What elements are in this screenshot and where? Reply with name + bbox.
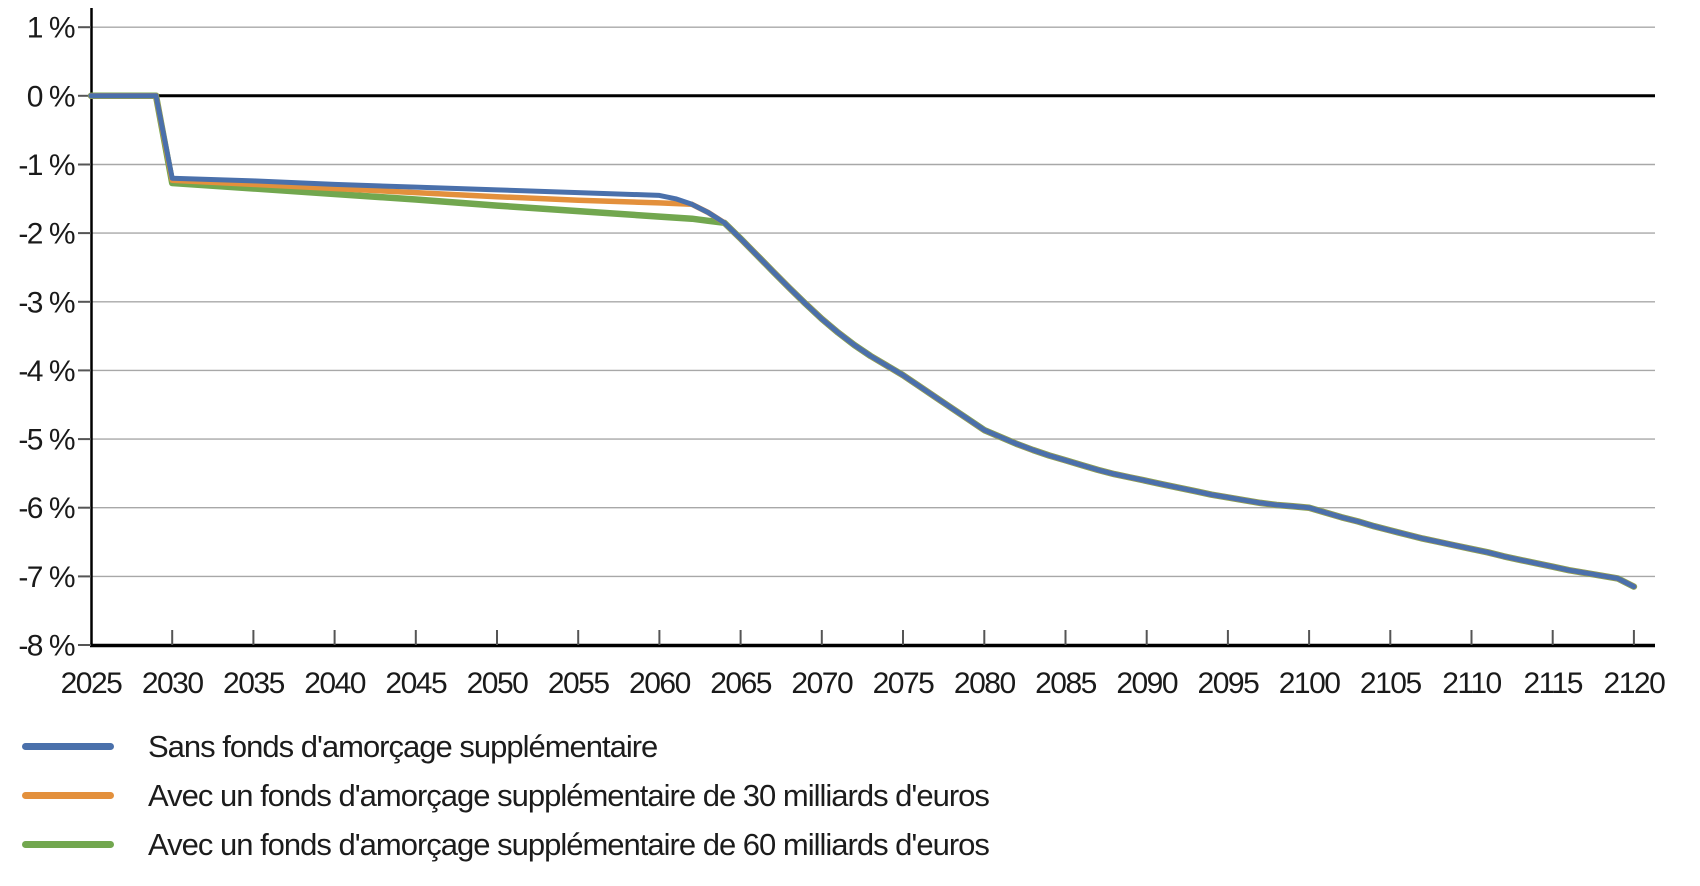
y-tick-label: -8 % [18,630,75,663]
y-tick-label: -6 % [18,492,75,525]
x-tick-label: 2035 [223,667,285,700]
x-tick-label: 2025 [61,667,123,700]
legend-swatch-fonds-60-milliards [22,841,114,848]
y-tick-label: 0 % [27,80,75,113]
legend-label: Sans fonds d'amorçage supplémentaire [148,728,658,764]
y-tick-label: -5 % [18,424,75,457]
legend-swatch-fonds-30-milliards [22,792,114,799]
y-tick-label: -2 % [18,218,75,251]
legend-item-fonds-60-milliards: Avec un fonds d'amorçage supplémentaire … [22,820,990,869]
x-tick-label: 2110 [1442,667,1501,700]
y-tick-label: -3 % [18,286,75,319]
y-tick-label: -7 % [18,561,75,594]
x-tick-label: 2045 [385,667,447,700]
legend-item-sans-fonds: Sans fonds d'amorçage supplémentaire [22,722,989,771]
series-line-sans-fonds [88,93,1637,590]
legend-label: Avec un fonds d'amorçage supplémentaire … [148,777,990,813]
x-tick-label: 2095 [1198,667,1260,700]
x-tick-label: 2085 [1035,667,1097,700]
series-line-fonds-30-milliards [88,93,1637,590]
x-tick-label: 2040 [304,667,366,700]
x-tick-label: 2030 [142,667,204,700]
x-tick-label: 2115 [1523,667,1582,700]
x-tick-label: 2075 [873,667,935,700]
x-tick-label: 2100 [1279,667,1341,700]
x-tick-label: 2065 [710,667,772,700]
x-tick-label: 2120 [1604,667,1666,700]
y-tick-label: -4 % [18,355,75,388]
x-tick-label: 2055 [548,667,610,700]
y-tick-label: -1 % [18,149,75,182]
series-line-fonds-60-milliards [87,92,1638,590]
line-chart-svg: 1 % 0 % -1 % -2 % -3 % -4 % -5 % -6 % -7 % -8 % 20… [18,8,1667,700]
legend-swatch-sans-fonds [22,743,114,750]
legend: Sans fonds d'amorçage supplémentaire Ave… [22,722,990,869]
legend-label: Avec un fonds d'amorçage supplémentaire … [148,826,990,862]
x-tick-label: 2050 [467,667,529,700]
x-tick-label: 2105 [1360,667,1422,700]
x-tick-label: 2070 [791,667,853,700]
y-tick-label: 1 % [27,12,75,45]
legend-item-fonds-30-milliards: Avec un fonds d'amorçage supplémentaire … [22,771,990,820]
x-tick-label: 2060 [629,667,691,700]
x-tick-label: 2090 [1116,667,1178,700]
x-tick-label: 2080 [954,667,1016,700]
